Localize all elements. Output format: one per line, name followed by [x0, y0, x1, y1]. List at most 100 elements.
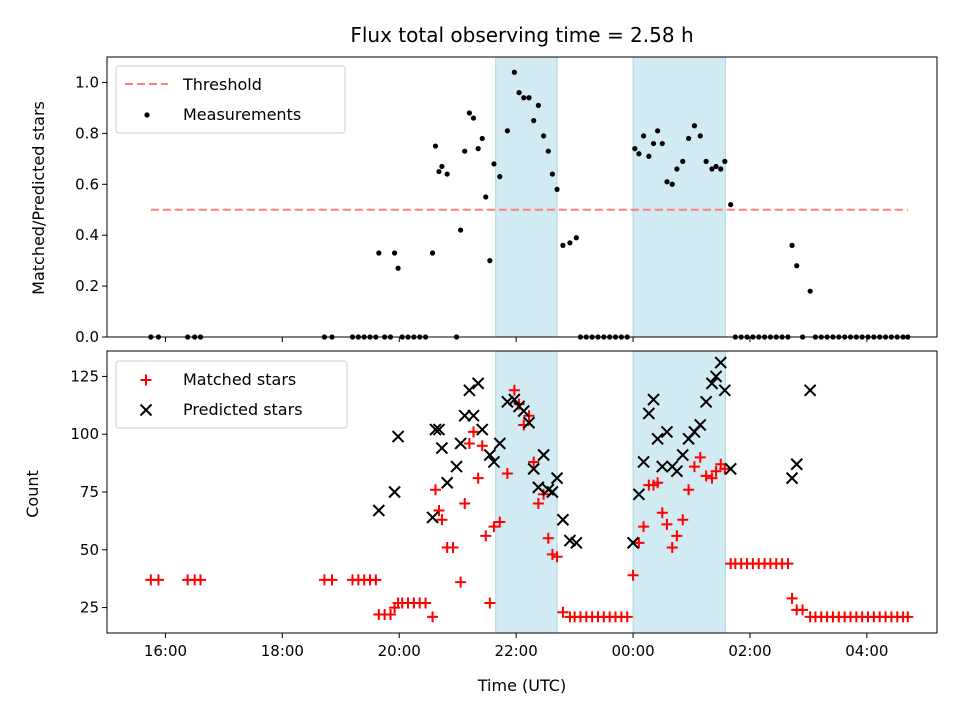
predicted-star-point: [670, 464, 684, 478]
measurement-point: [728, 202, 734, 208]
measurement-point: [685, 135, 692, 142]
matched-star-point: [455, 576, 467, 588]
predicted-star-point: [493, 437, 506, 450]
bottom-x-tick-label: 18:00: [261, 642, 304, 660]
predicted-star-point: [803, 384, 817, 397]
predicted-star-point: [790, 458, 803, 471]
top-y-axis-label: Matched/Predicted stars: [29, 101, 48, 295]
measurement-point: [466, 110, 472, 116]
legend-predicted-label: Predicted stars: [183, 400, 303, 419]
measurement-point: [697, 133, 703, 139]
predicted-star-point: [724, 462, 737, 476]
predicted-star-point: [537, 448, 550, 462]
predicted-star-point: [527, 462, 540, 476]
matched-star-point: [488, 521, 500, 533]
predicted-star-point: [429, 423, 442, 436]
measurement-point: [718, 166, 724, 172]
measurement-point: [709, 166, 715, 172]
matched-star-point: [700, 470, 712, 482]
measurement-point: [491, 161, 497, 167]
matched-star-point: [433, 504, 445, 516]
predicted-star-point: [471, 377, 485, 390]
matched-star-point: [427, 611, 439, 623]
measurement-point: [659, 140, 665, 147]
top-shaded-region-1: [632, 56, 726, 338]
matched-star-point: [467, 426, 479, 438]
measurement-point: [504, 128, 510, 134]
matched-star-point: [671, 530, 683, 542]
predicted-star-point: [556, 513, 570, 526]
predicted-star-point: [476, 423, 489, 436]
bottom-x-tick-label: 02:00: [728, 642, 771, 660]
measurement-point: [655, 128, 661, 134]
matched-star-point: [532, 498, 544, 510]
matched-star-point: [508, 384, 520, 396]
top-legend: Threshold Measurements: [115, 65, 346, 134]
matched-star-point: [195, 574, 207, 586]
predicted-star-point: [501, 395, 514, 409]
predicted-star-point: [714, 356, 727, 369]
matched-star-point: [476, 440, 488, 452]
predicted-star-point: [660, 425, 674, 439]
matched-star-point: [633, 537, 645, 549]
measurement-point: [640, 133, 647, 139]
top-legend-box: [115, 65, 346, 134]
measurement-point: [483, 194, 489, 200]
predicted-star-point: [637, 455, 650, 469]
predicted-star-point: [391, 430, 405, 443]
top-y-tick-label: 1.0: [75, 73, 99, 91]
bottom-legend-box: [115, 360, 348, 429]
bottom-x-tick-label: 22:00: [495, 642, 538, 660]
top-y-tick-label: 0.6: [75, 175, 99, 193]
chart-title: Flux total observing time = 2.58 h: [350, 23, 693, 47]
predicted-star-point: [705, 377, 719, 390]
measurement-point: [458, 227, 464, 233]
measurement-point: [691, 123, 698, 129]
measurement-point: [632, 146, 638, 152]
top-axes-frame: [106, 56, 938, 338]
top-y-tick-label: 0.4: [75, 226, 99, 244]
top-y-tick-label: 0.0: [75, 328, 99, 346]
matched-star-point: [447, 541, 459, 553]
matched-star-point: [501, 468, 513, 480]
bottom-x-tick-label: 16:00: [144, 642, 187, 660]
matched-star-point: [463, 437, 475, 449]
legend-threshold-label: Threshold: [182, 75, 262, 94]
bottom-y-tick-label: 125: [70, 367, 99, 385]
measurement-point: [497, 174, 503, 180]
legend-measurements-swatch: [144, 112, 150, 118]
measurement-point: [391, 250, 398, 256]
matched-star-point: [420, 597, 432, 609]
measurement-point: [554, 186, 560, 192]
measurement-point: [511, 69, 518, 75]
predicted-star-point: [372, 504, 386, 517]
matched-star-point: [683, 484, 695, 496]
matched-star-point: [710, 465, 722, 477]
predicted-star-point: [626, 536, 640, 550]
matched-star-point: [638, 521, 650, 533]
predicted-star-point: [508, 393, 521, 406]
predicted-star-point: [388, 485, 401, 499]
measurement-point: [650, 140, 657, 147]
matched-star-point: [621, 611, 633, 623]
measurement-point: [376, 250, 382, 256]
bottom-y-axis-label: Count: [23, 470, 42, 518]
measurement-point: [664, 179, 670, 185]
top-y-tick-label: 0.2: [75, 277, 99, 295]
measurement-point: [439, 163, 445, 170]
legend-matched-label: Matched stars: [183, 370, 296, 389]
matched-star-point: [694, 451, 706, 463]
predicted-star-point: [483, 448, 497, 462]
measurement-point: [713, 163, 719, 170]
bottom-y-tick-label: 100: [70, 425, 99, 443]
predicted-star-point: [694, 418, 707, 432]
matched-star-point: [480, 530, 492, 542]
top-panel: 0.0 0.2 0.4 0.6 0.8 1.0 Threshold Measurements: [75, 56, 938, 346]
predicted-star-point: [487, 455, 501, 469]
matched-star-point: [661, 518, 673, 530]
measurement-point: [807, 288, 813, 294]
matched-star-point: [706, 472, 718, 484]
measurement-point: [470, 115, 477, 121]
measurement-point: [549, 171, 555, 177]
measurement-point: [573, 235, 579, 241]
